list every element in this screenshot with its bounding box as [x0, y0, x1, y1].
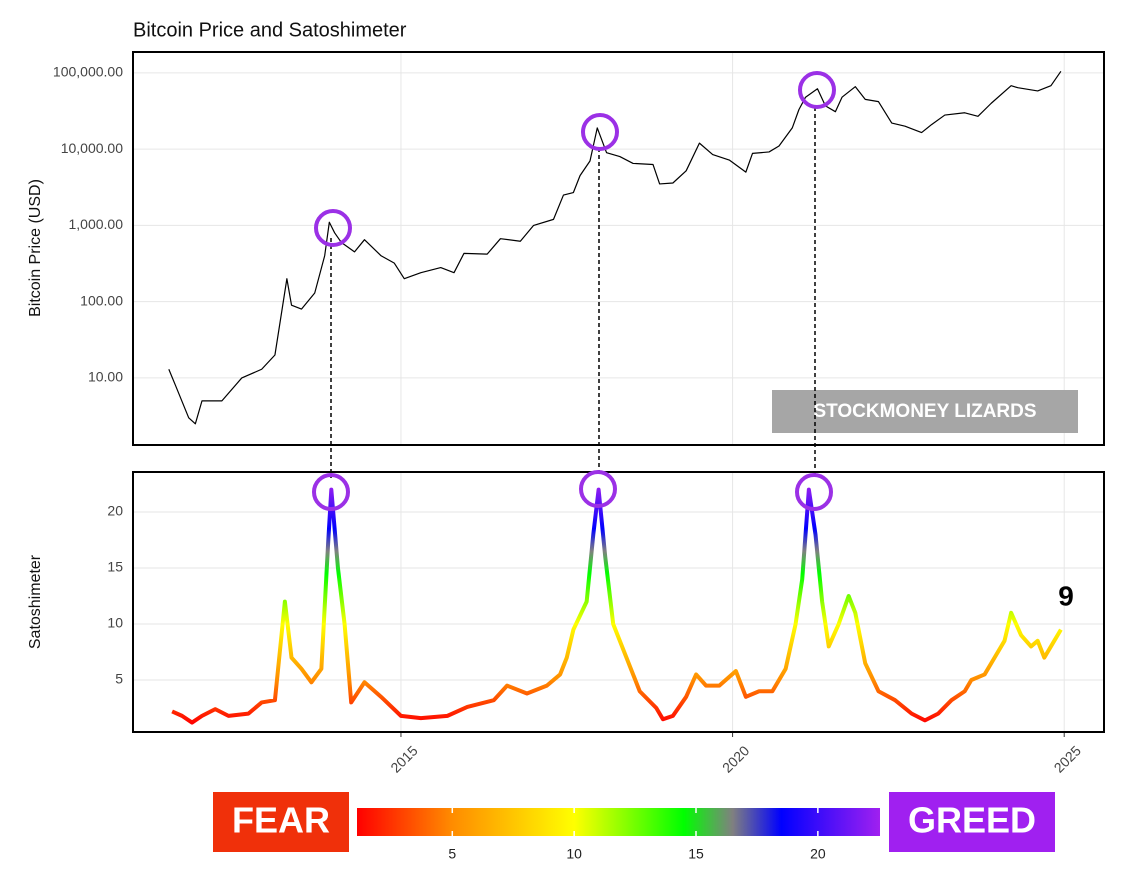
peak-links: [330, 107, 816, 478]
colorbar-tick-label: 15: [688, 846, 704, 862]
colorbar-tick-label: 5: [448, 846, 456, 862]
y-tick-label: 10: [107, 615, 123, 631]
y-tick-label: 10,000.00: [61, 140, 123, 156]
fear-box: [213, 792, 349, 852]
x-tick-label: 2015: [387, 742, 420, 775]
x-tick-label: 2020: [719, 742, 752, 775]
peak-circle: [579, 470, 617, 508]
y-tick-label: 15: [107, 559, 123, 575]
y-axis-label: Satoshimeter: [27, 554, 44, 649]
peak-circle: [312, 473, 350, 511]
peak-circle: [581, 113, 619, 151]
annotation: 9: [1058, 580, 1074, 611]
y-tick-label: 100.00: [80, 292, 123, 308]
peak-circles: [312, 71, 836, 511]
colorbar-tick-label: 20: [810, 846, 826, 862]
peak-circle: [795, 473, 833, 511]
annotation-box: [772, 390, 1078, 433]
y-tick-label: 100,000.00: [53, 64, 123, 80]
data-line: [168, 70, 1062, 425]
peak-circle: [314, 209, 352, 247]
fear-label: FEAR: [232, 800, 330, 841]
greed-label: GREED: [908, 800, 1036, 841]
y-tick-label: 20: [107, 503, 123, 519]
watermark: STOCKMONEY LIZARDS: [813, 401, 1036, 422]
y-axis-label: Bitcoin Price (USD): [27, 179, 44, 317]
panel-border: [132, 471, 1105, 733]
panel-border: [132, 51, 1105, 446]
y-tick-label: 5: [115, 671, 123, 687]
chart-title: Bitcoin Price and Satoshimeter: [133, 19, 407, 41]
data-line: [171, 487, 1063, 725]
colorbar: [357, 808, 880, 836]
greed-box: [889, 792, 1055, 852]
colorbar-tick-label: 10: [566, 846, 582, 862]
x-tick-label: 2025: [1051, 742, 1084, 775]
y-tick-label: 10.00: [88, 369, 123, 385]
y-tick-label: 1,000.00: [69, 216, 124, 232]
peak-circle: [798, 71, 836, 109]
